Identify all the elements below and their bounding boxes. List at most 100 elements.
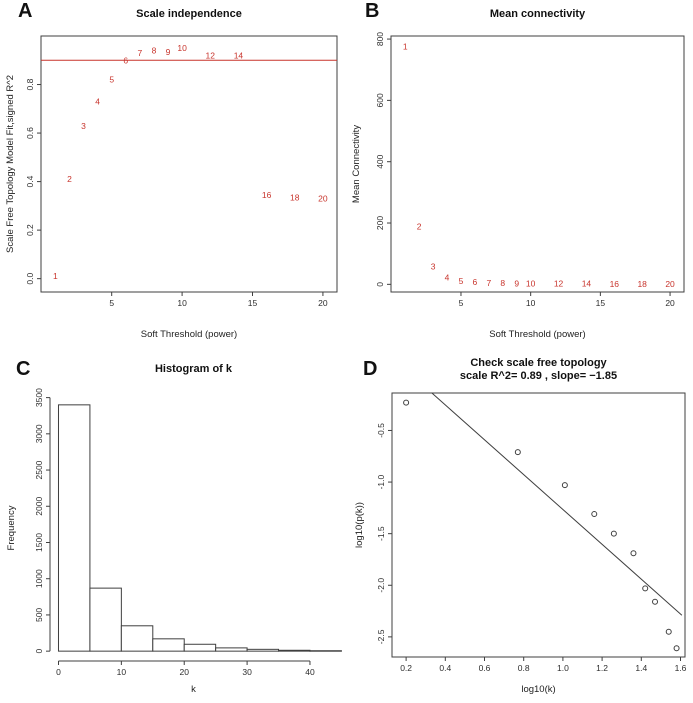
x-tick-label: 1.6 [675,663,687,673]
y-tick-label: 0.8 [25,78,35,90]
x-tick-label: 15 [248,298,258,308]
power-data-point: 5 [109,75,114,85]
panel-title-scale-independence: Scale independence [136,8,242,20]
y-axis-title: Mean Connectivity [351,125,362,203]
x-axis-title: k [191,684,196,695]
scale-free-topology-fit-plot: 0.2 0.4 0.6 0.8 1.0 1.2 1.4 1.6 -2.5 -2.0 -1.5 -1.0… [354,392,687,695]
y-tick-label: 1500 [34,533,44,552]
power-data-point: 7 [486,278,491,288]
power-data-point: 20 [318,194,328,204]
y-tick-label: 800 [375,32,385,46]
histogram-bar [215,647,248,652]
y-tick-label: -0.5 [376,423,386,438]
plot-frame [391,392,686,658]
histogram-bar [183,643,217,652]
x-tick-label: 0.6 [479,663,491,673]
histogram-bar [246,648,280,652]
y-tick-label: -2.0 [376,578,386,593]
panel-mean-connectivity: B Mean connectivity 5 10 15 20 0 200 400 600 800… [347,0,693,351]
panel-subtitle-scale-r2-slope: scale R^2= 0.89 , slope= −1.85 [459,370,618,382]
y-tick-label: 0.4 [25,175,35,187]
power-data-point: 6 [123,55,128,65]
scatter-data-point [665,628,672,635]
power-data-point: 12 [554,279,564,289]
y-tick-label: -1.0 [376,474,386,489]
power-data-point: 16 [262,190,272,200]
histogram-bar [309,650,342,652]
fit-line [431,392,683,616]
x-tick-label: 20 [179,667,189,677]
x-axis-title: log10(k) [521,684,555,695]
panel-title-mean-connectivity: Mean connectivity [489,8,586,20]
x-tick-label: 0 [56,667,61,677]
y-tick-label: 0.6 [25,127,35,139]
y-tick-label: -2.5 [376,629,386,644]
power-data-point: 18 [637,279,647,289]
scatter-data-point [403,399,410,406]
power-data-point: 10 [177,43,187,53]
panel-histogram-of-k: C Histogram of k 0 10 20 30 40 0 500 1000 1500 20… [0,352,346,703]
y-tick-label: 0.2 [25,224,35,236]
power-data-point: 12 [206,50,216,60]
y-tick-label: 0 [34,649,44,654]
histogram-bar [278,649,311,652]
panel-title-histogram-of-k: Histogram of k [154,363,232,375]
y-tick-label: 0 [375,282,385,287]
power-data-point: 1 [403,42,408,52]
panel-check-scale-free-topology: D Check scale free topology scale R^2= 0… [347,352,693,703]
x-tick-label: 1.4 [635,663,647,673]
power-data-point: 9 [166,47,171,57]
histogram-of-k-plot: 0 10 20 30 40 0 500 1000 1500 2000 2500 3000 3500 k Fr… [6,388,342,695]
power-data-point: 8 [500,278,505,288]
histogram-bar [152,638,185,652]
scatter-data-point [652,598,659,605]
power-data-point: 1 [53,271,58,281]
x-axis-title: Soft Threshold (power) [141,329,237,340]
panel-letter-a: A [18,0,33,22]
y-tick-label: 0.0 [25,272,35,284]
panel-scale-independence: A Scale independence 5 10 15 20 0.0 0.2 0.4 0.6… [0,0,346,351]
x-tick-label: 1.2 [596,663,608,673]
histogram-bar [57,404,91,652]
x-tick-label: 10 [526,298,536,308]
x-tick-label: 0.8 [518,663,530,673]
y-tick-label: 500 [34,608,44,622]
power-data-point: 14 [234,50,244,60]
power-data-point: 18 [290,192,300,202]
y-tick-label: 3000 [34,424,44,443]
x-tick-label: 20 [318,298,328,308]
power-data-point: 2 [417,222,422,232]
scatter-data-point [561,482,568,489]
plot-frame [390,35,685,293]
scatter-data-point [673,645,680,652]
x-axis-title: Soft Threshold (power) [489,329,585,340]
power-data-point: 8 [152,46,157,56]
power-data-point: 4 [95,97,100,107]
x-tick-label: 0.2 [400,663,412,673]
x-tick-label: 0.4 [439,663,451,673]
x-tick-label: 30 [242,667,252,677]
y-tick-label: 600 [375,93,385,107]
y-axis-title: log10(p(k)) [354,502,365,548]
power-data-point: 9 [514,278,519,288]
y-tick-label: 2500 [34,460,44,479]
power-data-point: 14 [582,279,592,289]
y-tick-label: 200 [375,216,385,230]
y-axis-title: Scale Free Topology Model Fit,signed R^2 [5,75,16,253]
histogram-bar [89,587,122,652]
power-data-point: 20 [665,279,675,289]
scatter-data-point [630,550,637,557]
histogram-bar [120,625,154,652]
scatter-data-point [514,449,521,456]
x-tick-label: 5 [109,298,114,308]
panel-title-line1: Check scale free topology [470,357,607,369]
power-data-point: 6 [473,277,478,287]
y-tick-label: 2000 [34,497,44,516]
panel-letter-c: C [16,358,31,380]
power-data-point: 3 [431,262,436,272]
scatter-data-point [610,530,617,537]
power-data-point: 10 [526,278,536,288]
x-tick-label: 20 [665,298,675,308]
